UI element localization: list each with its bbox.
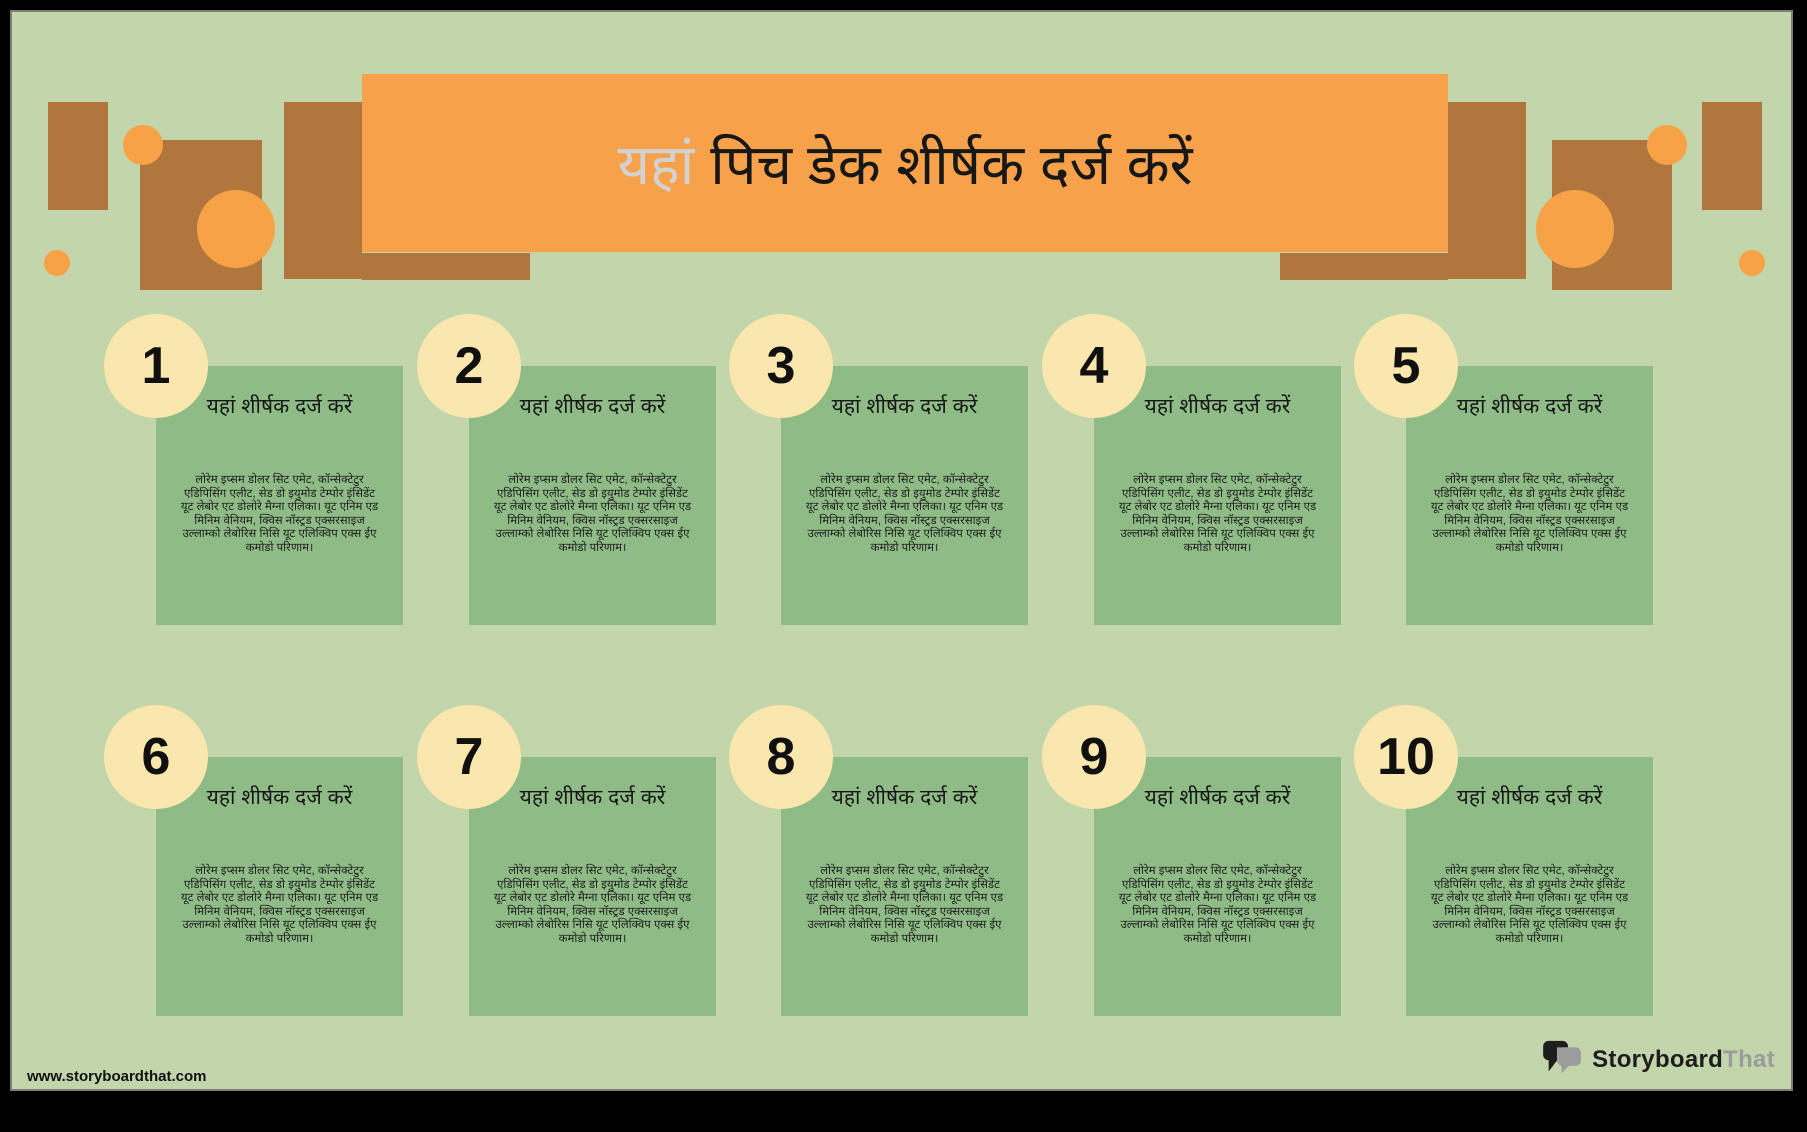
card-number: 6 <box>141 728 171 786</box>
speech-bubbles-icon <box>1542 1040 1583 1080</box>
decor-circle-small-right <box>1647 125 1687 165</box>
card-6: 6 यहां शीर्षक दर्ज करें लोरेम इप्सम डोलर… <box>104 705 403 1016</box>
card-10: 10 यहां शीर्षक दर्ज करें लोरेम इप्सम डोल… <box>1354 705 1653 1016</box>
poster-page: यहां पिच डेक शीर्षक दर्ज करें 1 यहां शीर्… <box>10 10 1793 1091</box>
card-number: 2 <box>454 337 484 395</box>
card-title[interactable]: यहां शीर्षक दर्ज करें <box>206 786 353 809</box>
decor-ribbon-fold-right <box>1280 253 1448 280</box>
title-main-text[interactable]: पिच डेक शीर्षक दर्ज करें <box>710 133 1193 196</box>
decor-ribbon-fold-left <box>362 253 530 280</box>
card-number: 8 <box>766 728 796 786</box>
card-title[interactable]: यहां शीर्षक दर्ज करें <box>1144 395 1291 418</box>
card-number: 4 <box>1079 337 1109 395</box>
card-number-badge[interactable]: 8 <box>729 705 833 809</box>
card-title[interactable]: यहां शीर्षक दर्ज करें <box>519 786 666 809</box>
card-number: 10 <box>1377 728 1435 786</box>
card-number: 7 <box>454 728 484 786</box>
card-title[interactable]: यहां शीर्षक दर्ज करें <box>831 786 978 809</box>
decor-bar-left <box>48 102 108 210</box>
card-number-badge[interactable]: 7 <box>417 705 521 809</box>
card-body-text[interactable]: लोरेम इप्सम डोलर सिट एमेट, कॉन्सेक्टेटुर… <box>180 865 379 945</box>
card-body-text[interactable]: लोरेम इप्सम डोलर सिट एमेट, कॉन्सेक्टेटुर… <box>805 865 1004 945</box>
card-title[interactable]: यहां शीर्षक दर्ज करें <box>831 395 978 418</box>
card-4: 4 यहां शीर्षक दर्ज करें लोरेम इप्सम डोलर… <box>1042 314 1341 625</box>
logo-wordmark: StoryboardThat <box>1592 1046 1775 1073</box>
card-number: 1 <box>141 337 171 395</box>
card-body-text[interactable]: लोरेम इप्सम डोलर सिट एमेट, कॉन्सेक्टेटुर… <box>493 474 692 554</box>
decor-bar-right <box>1702 102 1762 210</box>
card-title[interactable]: यहां शीर्षक दर्ज करें <box>519 395 666 418</box>
card-7: 7 यहां शीर्षक दर्ज करें लोरेम इप्सम डोलर… <box>417 705 716 1016</box>
website-url: www.storyboardthat.com <box>27 1068 207 1085</box>
card-number-badge[interactable]: 6 <box>104 705 208 809</box>
decor-ribbon-tail-right <box>1448 102 1526 279</box>
card-number-badge[interactable]: 3 <box>729 314 833 418</box>
card-body-text[interactable]: लोरेम इप्सम डोलर सिट एमेट, कॉन्सेक्टेटुर… <box>1430 474 1629 554</box>
card-title[interactable]: यहां शीर्षक दर्ज करें <box>1456 786 1603 809</box>
card-number: 5 <box>1391 337 1421 395</box>
decor-circle-small-left <box>123 125 163 165</box>
card-8: 8 यहां शीर्षक दर्ज करें लोरेम इप्सम डोलर… <box>729 705 1028 1016</box>
decor-dot-left <box>44 250 70 276</box>
title-banner: यहां पिच डेक शीर्षक दर्ज करें <box>362 74 1448 252</box>
card-1: 1 यहां शीर्षक दर्ज करें लोरेम इप्सम डोलर… <box>104 314 403 625</box>
card-number-badge[interactable]: 10 <box>1354 705 1458 809</box>
card-5: 5 यहां शीर्षक दर्ज करें लोरेम इप्सम डोलर… <box>1354 314 1653 625</box>
card-number-badge[interactable]: 4 <box>1042 314 1146 418</box>
card-9: 9 यहां शीर्षक दर्ज करें लोरेम इप्सम डोलर… <box>1042 705 1341 1016</box>
card-number-badge[interactable]: 1 <box>104 314 208 418</box>
card-body-text[interactable]: लोरेम इप्सम डोलर सिट एमेट, कॉन्सेक्टेटुर… <box>493 865 692 945</box>
pitch-deck-title[interactable]: यहां पिच डेक शीर्षक दर्ज करें <box>618 125 1193 201</box>
card-title[interactable]: यहां शीर्षक दर्ज करें <box>206 395 353 418</box>
card-body-text[interactable]: लोरेम इप्सम डोलर सिट एमेट, कॉन्सेक्टेटुर… <box>1430 865 1629 945</box>
card-body-text[interactable]: लोरेम इप्सम डोलर सिट एमेट, कॉन्सेक्टेटुर… <box>180 474 379 554</box>
decor-circle-large-right <box>1536 190 1614 268</box>
card-3: 3 यहां शीर्षक दर्ज करें लोरेम इप्सम डोलर… <box>729 314 1028 625</box>
card-body-text[interactable]: लोरेम इप्सम डोलर सिट एमेट, कॉन्सेक्टेटुर… <box>1118 474 1317 554</box>
decor-ribbon-tail-left <box>284 102 362 279</box>
card-body-text[interactable]: लोरेम इप्सम डोलर सिट एमेट, कॉन्सेक्टेटुर… <box>1118 865 1317 945</box>
card-body-text[interactable]: लोरेम इप्सम डोलर सिट एमेट, कॉन्सेक्टेटुर… <box>805 474 1004 554</box>
decor-dot-right <box>1739 250 1765 276</box>
card-number: 3 <box>766 337 796 395</box>
storyboardthat-logo[interactable]: StoryboardThat <box>1542 1040 1775 1080</box>
card-number: 9 <box>1079 728 1109 786</box>
title-placeholder-word[interactable]: यहां <box>617 133 695 196</box>
card-number-badge[interactable]: 5 <box>1354 314 1458 418</box>
card-title[interactable]: यहां शीर्षक दर्ज करें <box>1144 786 1291 809</box>
card-title[interactable]: यहां शीर्षक दर्ज करें <box>1456 395 1603 418</box>
decor-circle-large-left <box>197 190 275 268</box>
card-number-badge[interactable]: 2 <box>417 314 521 418</box>
card-number-badge[interactable]: 9 <box>1042 705 1146 809</box>
card-2: 2 यहां शीर्षक दर्ज करें लोरेम इप्सम डोलर… <box>417 314 716 625</box>
